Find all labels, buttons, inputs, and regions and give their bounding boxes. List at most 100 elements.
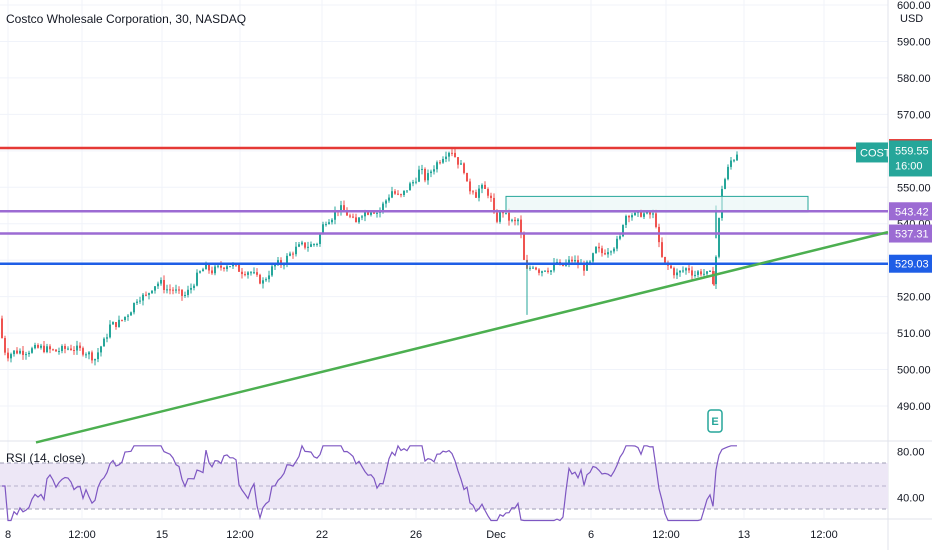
- last-price-label: 559.55: [895, 145, 929, 157]
- candle-body: [445, 156, 447, 159]
- candle-body: [730, 160, 732, 167]
- x-tick-label: 26: [410, 529, 422, 541]
- candle-body: [316, 243, 318, 245]
- y-tick-label: 570.00: [897, 109, 931, 121]
- candle-body: [154, 286, 156, 291]
- candle-body: [7, 352, 9, 359]
- candle-body: [229, 266, 231, 268]
- candle-body: [511, 219, 513, 221]
- candle-body: [382, 203, 384, 210]
- candle-body: [520, 219, 522, 235]
- candle-body: [157, 283, 159, 287]
- candle-body: [37, 344, 39, 348]
- candle-body: [265, 279, 267, 281]
- price-tag-label: 529.03: [895, 259, 929, 271]
- candle-body: [361, 216, 363, 218]
- candle-body: [649, 212, 651, 215]
- x-tick-label: 12:00: [810, 529, 838, 541]
- candle-body: [682, 270, 684, 272]
- candle-body: [145, 294, 147, 296]
- price-tag-label: 537.31: [895, 229, 929, 241]
- candle-body: [70, 348, 72, 351]
- candle-body: [100, 346, 102, 353]
- candle-body: [550, 270, 552, 272]
- candle-body: [187, 289, 189, 295]
- candle-body: [409, 183, 411, 191]
- candle-body: [148, 293, 150, 295]
- candle-body: [307, 246, 309, 248]
- candle-body: [598, 246, 600, 249]
- rsi-label: RSI (14, close): [6, 451, 86, 465]
- y-tick-label: 580.00: [897, 73, 931, 85]
- candle-body: [427, 173, 429, 181]
- candle-body: [415, 181, 417, 183]
- candle-body: [178, 289, 180, 291]
- candle-body: [358, 217, 360, 223]
- candle-body: [469, 181, 471, 192]
- candle-body: [616, 238, 618, 249]
- candle-body: [583, 264, 585, 271]
- candle-body: [430, 171, 432, 174]
- candle-body: [79, 345, 81, 349]
- price-tag: [889, 224, 932, 243]
- candle-body: [232, 264, 234, 267]
- candle-body: [697, 271, 699, 275]
- candle-body: [82, 348, 84, 355]
- candle-body: [196, 272, 198, 286]
- candle-body: [640, 211, 642, 217]
- candle-body: [496, 212, 498, 222]
- x-tick-label: 12:00: [226, 529, 254, 541]
- candle-body: [202, 269, 204, 272]
- candle-body: [424, 168, 426, 181]
- candle-body: [394, 191, 396, 194]
- candle-body: [190, 287, 192, 290]
- candle-body: [22, 350, 24, 355]
- candle-body: [733, 160, 735, 162]
- earnings-marker-label: E: [711, 416, 718, 428]
- candle-body: [184, 294, 186, 296]
- candle-body: [286, 255, 288, 265]
- candle-body: [226, 266, 228, 269]
- candle-body: [301, 242, 303, 245]
- candle-body: [388, 197, 390, 201]
- candle-body: [271, 266, 273, 276]
- candle-body: [628, 216, 630, 218]
- price-tag-label: 543.42: [895, 206, 929, 218]
- y-tick-label: 520.00: [897, 292, 931, 304]
- candle-body: [151, 290, 153, 294]
- candle-body: [661, 242, 663, 257]
- candle-body: [436, 162, 438, 170]
- candle-body: [241, 271, 243, 275]
- candle-body: [340, 205, 342, 212]
- candle-body: [439, 162, 441, 164]
- candle-body: [118, 319, 120, 327]
- candle-body: [586, 261, 588, 271]
- candle-body: [736, 154, 738, 161]
- y-tick-label: 550.00: [897, 182, 931, 194]
- candle-body: [373, 212, 375, 214]
- candle-body: [400, 194, 402, 196]
- candle-body: [163, 280, 165, 290]
- candle-body: [703, 273, 705, 275]
- candle-body: [442, 158, 444, 163]
- candle-body: [466, 172, 468, 182]
- candle-body: [391, 191, 393, 198]
- candle-body: [217, 265, 219, 267]
- candle-body: [481, 184, 483, 189]
- candle-body: [85, 354, 87, 356]
- candle-body: [55, 349, 57, 352]
- candle-body: [364, 212, 366, 217]
- candle-body: [127, 315, 129, 317]
- candle-body: [685, 268, 687, 271]
- candle-body: [541, 271, 543, 273]
- x-tick-label: 8: [5, 529, 11, 541]
- candle-body: [181, 289, 183, 296]
- candle-body: [112, 322, 114, 325]
- candle-body: [562, 264, 564, 266]
- candle-body: [208, 264, 210, 271]
- candle-body: [172, 289, 174, 291]
- symbol-tag: [856, 142, 888, 163]
- candle-body: [292, 253, 294, 255]
- candle-body: [589, 261, 591, 263]
